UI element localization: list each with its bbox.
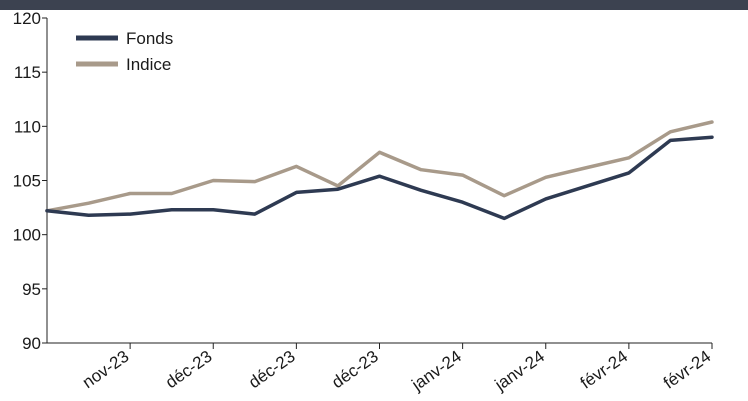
series-line-fonds [45,135,714,221]
x-tick-label: nov-23 [79,347,132,392]
top-banner [0,0,748,10]
series-line-indice [45,120,714,213]
x-tick-label: déc-23 [245,347,298,392]
legend-label-fonds: Fonds [126,29,173,48]
x-tick-label: févr-24 [660,347,714,393]
x-tick-label: janv-24 [408,347,465,395]
y-tick-label: 105 [13,172,41,191]
legend-label-indice: Indice [126,55,171,74]
x-tick-label: déc-23 [162,347,215,392]
y-tick-label: 120 [13,9,41,28]
y-tick-label: 90 [22,334,41,353]
x-tick-label: déc-23 [328,347,381,392]
y-tick-label: 95 [22,280,41,299]
y-tick-label: 115 [14,63,41,82]
y-tick-label: 110 [14,117,41,136]
x-tick-label: févr-24 [577,347,631,393]
x-tick-label: janv-24 [491,347,548,395]
y-tick-label: 100 [13,226,41,245]
